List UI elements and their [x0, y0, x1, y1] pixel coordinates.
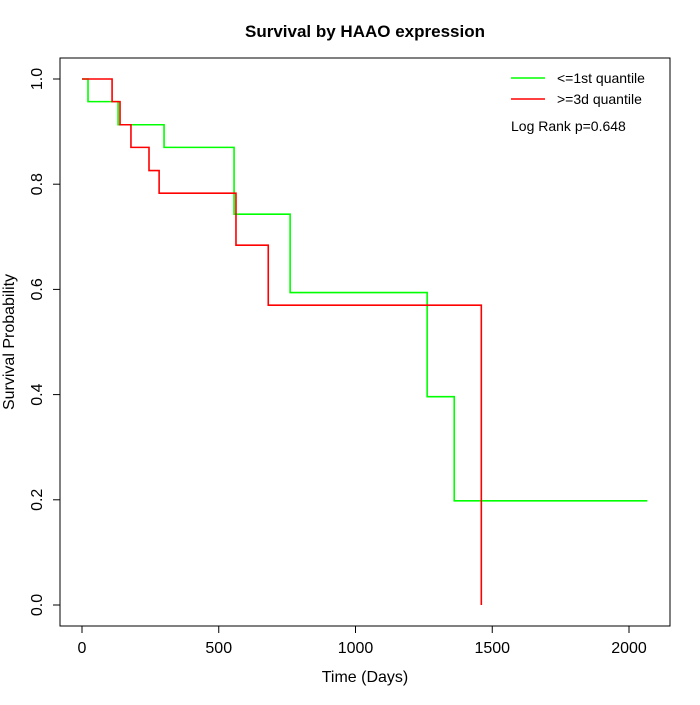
- series-group: [82, 78, 648, 605]
- legend-label-low: <=1st quantile: [557, 70, 645, 86]
- series-line-low-quantile: [82, 78, 648, 502]
- y-tick-label: 0.0: [29, 594, 46, 616]
- y-tick-label: 0.4: [29, 383, 46, 405]
- y-tick-label: 0.6: [29, 278, 46, 300]
- x-axis-label: Time (Days): [322, 669, 409, 686]
- x-tick-label: 500: [205, 640, 232, 657]
- plot-area: [59, 57, 671, 627]
- series-line-high-quantile: [82, 78, 483, 605]
- y-tick-label: 0.2: [29, 489, 46, 511]
- x-axis: 0 500 1000 1500 2000: [78, 625, 647, 657]
- x-tick-label: 2000: [611, 640, 647, 657]
- y-axis-label: Survival Probability: [1, 274, 18, 410]
- y-axis: 0.0 0.2 0.4 0.6 0.8 1.0: [29, 68, 61, 616]
- x-tick-label: 1500: [474, 640, 510, 657]
- legend-label-high: >=3d quantile: [557, 91, 642, 107]
- legend: <=1st quantile >=3d quantile: [511, 70, 645, 107]
- x-tick-label: 1000: [338, 640, 374, 657]
- y-tick-label: 0.8: [29, 173, 46, 195]
- chart-title: Survival by HAAO expression: [245, 22, 485, 41]
- log-rank-annotation: Log Rank p=0.648: [511, 118, 626, 134]
- x-tick-label: 0: [78, 640, 87, 657]
- y-tick-label: 1.0: [29, 68, 46, 90]
